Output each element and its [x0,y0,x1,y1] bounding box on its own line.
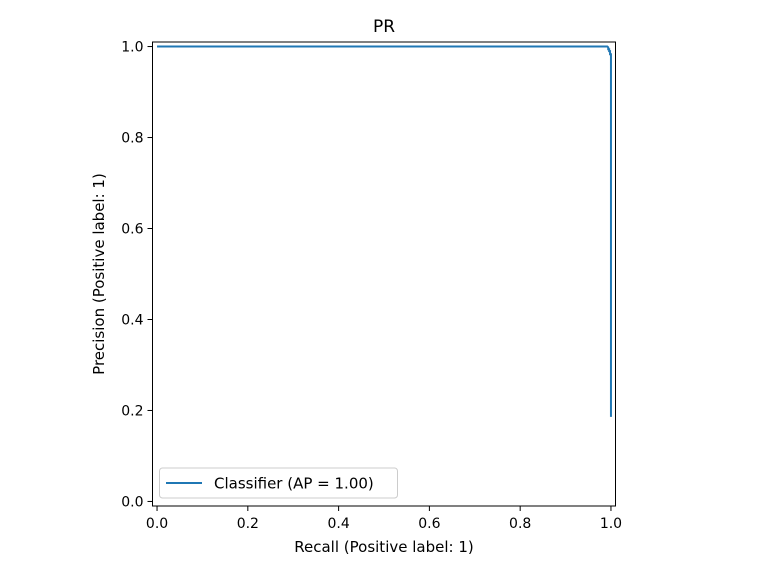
x-tick-label: 1.0 [600,516,622,532]
x-tick-label: 0.8 [509,516,531,532]
chart-title: PR [373,17,395,37]
series-line-0 [157,45,612,417]
y-tick-label: 0.0 [121,494,143,510]
x-tick-label: 0.4 [327,516,349,532]
y-tick-label: 0.4 [121,312,143,328]
legend-box [159,467,398,499]
x-tick-label: 0.2 [237,516,259,532]
y-axis-label: Precision (Positive label: 1) [90,173,108,375]
y-tick-label: 1.0 [121,40,143,56]
x-axis-ticks: 0.0 0.2 0.4 0.6 0.8 1.0 [146,506,622,532]
x-tick-label: 0.6 [418,516,440,532]
y-tick-label: 0.6 [121,222,143,238]
y-tick-label: 0.2 [121,403,143,419]
plot-area [152,42,616,506]
x-tick-label: 0.0 [146,516,168,532]
y-tick-label: 0.8 [121,131,143,147]
x-axis-label: Recall (Positive label: 1) [294,538,473,556]
axes-frame [152,41,616,507]
legend: Classifier (AP = 1.00) [159,467,398,499]
legend-label: Classifier (AP = 1.00) [214,475,374,493]
series-layer [157,45,612,417]
y-axis-ticks: 0.0 0.2 0.4 0.6 0.8 1.0 [121,40,153,510]
